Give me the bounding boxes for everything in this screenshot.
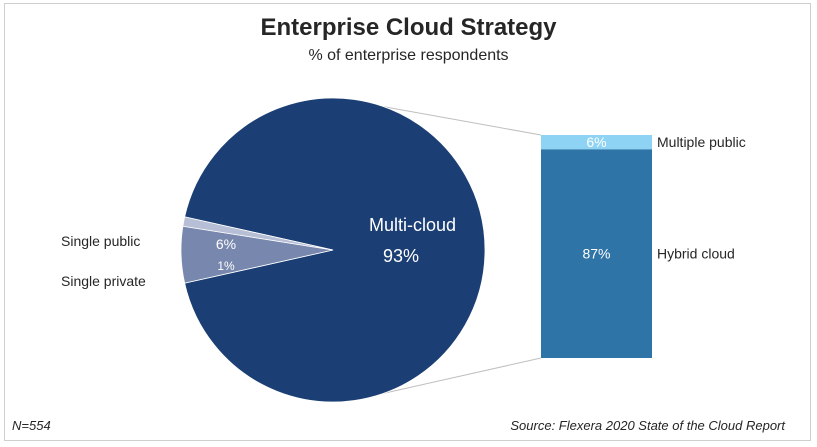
bar-segment-hybrid-cloud-value: 87%: [582, 246, 610, 262]
sample-size-note: N=554: [12, 418, 51, 433]
source-note: Source: Flexera 2020 State of the Cloud …: [510, 418, 785, 433]
connector-line-top: [383, 106, 542, 136]
bar-segment-hybrid-cloud-name: Hybrid cloud: [657, 246, 735, 262]
connector-line-bottom: [383, 357, 542, 394]
chart-subtitle: % of enterprise respondents: [308, 47, 509, 64]
pie-label-multi-cloud-name: Multi-cloud: [369, 215, 456, 235]
bar-segment-hybrid-cloud: [541, 149, 652, 358]
bar-segment-multiple-public: [541, 135, 652, 150]
bar-segment-multiple-public-name: Multiple public: [657, 134, 746, 150]
pie-slice-single-private: [182, 216, 334, 251]
pie-label-single-public-name: Single public: [61, 233, 140, 249]
pie-label-single-private-name: Single private: [61, 273, 146, 289]
pie-label-single-public-value: 6%: [216, 236, 236, 252]
chart-title: Enterprise Cloud Strategy: [260, 14, 557, 41]
bar-segment-multiple-public-value: 6%: [586, 134, 606, 150]
pie-slice-multi-cloud: [184, 97, 486, 403]
pie-label-multi-cloud-value: 93%: [383, 246, 419, 266]
pie-label-single-private-value: 1%: [217, 259, 235, 273]
